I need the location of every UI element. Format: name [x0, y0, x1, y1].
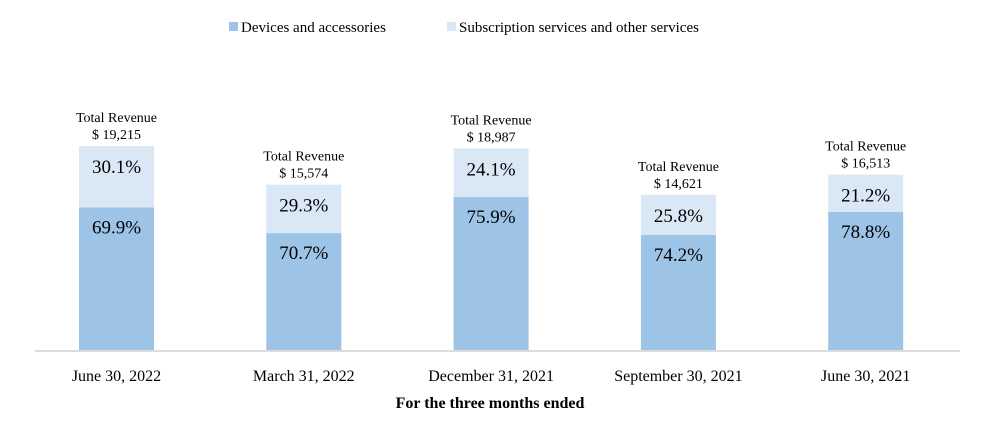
total-revenue-label-1: Total Revenue: [263, 150, 344, 165]
total-revenue-value-2: $ 18,987: [467, 130, 516, 145]
x-tick-label-4: June 30, 2021: [821, 368, 910, 385]
total-revenue-value-0: $ 19,215: [92, 128, 141, 143]
bar-devices-1: [266, 233, 342, 350]
bar-devices-3: [640, 234, 716, 350]
bar-devices-4: [828, 211, 904, 350]
legend-swatch-0: [229, 22, 238, 31]
label-devices-2: 75.9%: [467, 207, 516, 228]
label-subscription-2: 24.1%: [467, 159, 516, 180]
x-tick-label-0: June 30, 2022: [72, 368, 161, 385]
legend-swatch-1: [447, 22, 456, 31]
bar-subscription-1: [266, 184, 342, 234]
label-subscription-4: 21.2%: [841, 186, 890, 207]
bar-subscription-0: [79, 146, 154, 208]
label-devices-0: 69.9%: [92, 217, 141, 238]
bar-devices-0: [79, 207, 154, 350]
label-subscription-0: 30.1%: [92, 157, 141, 178]
label-devices-4: 78.8%: [841, 222, 890, 243]
total-revenue-label-0: Total Revenue: [76, 111, 157, 126]
legend-label-0: Devices and accessories: [241, 20, 386, 36]
x-tick-label-2: December 31, 2021: [428, 368, 554, 385]
bar-subscription-2: [453, 148, 529, 198]
label-subscription-1: 29.3%: [279, 196, 328, 217]
legend-label-1: Subscription services and other services: [459, 20, 699, 36]
total-revenue-label-2: Total Revenue: [451, 113, 532, 128]
x-tick-label-1: March 31, 2022: [253, 368, 355, 385]
x-tick-label-3: September 30, 2021: [614, 368, 742, 385]
bar-subscription-4: [828, 174, 904, 212]
bar-subscription-3: [640, 194, 716, 235]
total-revenue-value-4: $ 16,513: [841, 157, 890, 172]
label-devices-3: 74.2%: [654, 245, 703, 266]
label-devices-1: 70.7%: [279, 243, 328, 264]
x-axis-title: For the three months ended: [396, 395, 585, 412]
total-revenue-label-3: Total Revenue: [638, 160, 719, 175]
legend: Devices and accessories Subscription serv…: [229, 20, 699, 36]
total-revenue-value-1: $ 15,574: [279, 167, 328, 182]
total-revenue-label-4: Total Revenue: [825, 140, 906, 155]
total-revenue-value-3: $ 14,621: [654, 177, 703, 192]
bars: 30.1% 69.9% Total Revenue $ 19,215 29.3% 70.7…: [76, 111, 906, 350]
label-subscription-3: 25.8%: [654, 206, 703, 227]
bar-devices-2: [453, 197, 529, 350]
x-tick-labels: June 30, 2022 March 31, 2022 December 31, …: [72, 368, 911, 385]
